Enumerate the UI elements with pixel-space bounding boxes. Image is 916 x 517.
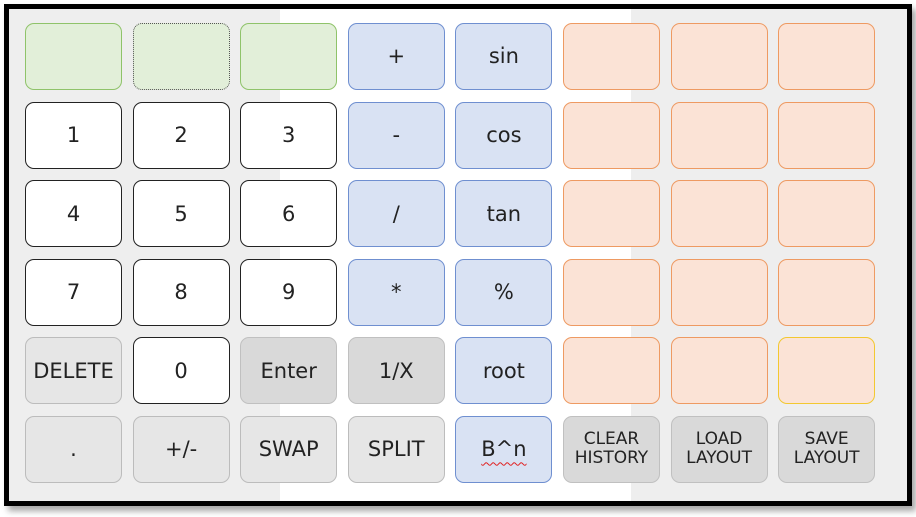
empty-orange-key-3[interactable] xyxy=(778,23,876,90)
minus-button[interactable]: - xyxy=(347,101,445,169)
empty-orange-key-2[interactable] xyxy=(670,23,768,90)
percent-button[interactable]: % xyxy=(455,258,553,326)
save-layout-label-line1: SAVE xyxy=(804,428,849,449)
empty-green-key-2[interactable] xyxy=(132,23,230,90)
save-layout-label-line2: LAYOUT xyxy=(793,448,860,469)
empty-orange-key-11[interactable] xyxy=(670,258,768,326)
empty-orange-key-10[interactable] xyxy=(562,258,660,326)
decimal-point-button[interactable]: . xyxy=(25,415,122,483)
reciprocal-button[interactable]: 1/X xyxy=(347,337,445,405)
empty-green-key-3[interactable] xyxy=(240,23,338,90)
empty-orange-key-6[interactable] xyxy=(778,101,876,169)
digit-8-button[interactable]: 8 xyxy=(132,258,230,326)
digit-1-button[interactable]: 1 xyxy=(25,101,122,169)
swap-button[interactable]: SWAP xyxy=(240,415,338,483)
empty-orange-key-1[interactable] xyxy=(562,23,660,90)
enter-button[interactable]: Enter xyxy=(240,337,338,405)
load-layout-label-line2: LAYOUT xyxy=(686,448,752,469)
plus-button[interactable]: + xyxy=(347,23,445,90)
empty-orange-key-14[interactable] xyxy=(670,337,768,405)
tan-button[interactable]: tan xyxy=(455,180,553,248)
empty-green-key-1[interactable] xyxy=(25,23,122,90)
empty-orange-key-9[interactable] xyxy=(778,180,876,248)
clear-history-label-line2: HISTORY xyxy=(574,448,649,469)
clear-history-button[interactable]: CLEAR HISTORY xyxy=(562,415,660,483)
empty-orange-key-5[interactable] xyxy=(670,101,768,169)
negate-button[interactable]: +/- xyxy=(132,415,230,483)
cos-button[interactable]: cos xyxy=(455,101,553,169)
digit-2-button[interactable]: 2 xyxy=(132,101,230,169)
save-layout-button[interactable]: SAVE LAYOUT xyxy=(778,415,876,483)
empty-orange-key-4[interactable] xyxy=(562,101,660,169)
split-button[interactable]: SPLIT xyxy=(347,415,445,483)
digit-7-button[interactable]: 7 xyxy=(25,258,122,326)
digit-4-button[interactable]: 4 xyxy=(25,180,122,248)
digit-0-button[interactable]: 0 xyxy=(132,337,230,405)
power-button[interactable]: B^n xyxy=(455,415,553,483)
divide-button[interactable]: / xyxy=(347,180,445,248)
digit-6-button[interactable]: 6 xyxy=(240,180,338,248)
load-layout-label-line1: LOAD xyxy=(695,428,743,449)
root-button[interactable]: root xyxy=(455,337,553,405)
empty-orange-key-13[interactable] xyxy=(562,337,660,405)
calculator-keypad: + sin 1 2 3 - cos 4 5 6 / tan 7 8 9 * % … xyxy=(25,23,876,483)
empty-orange-key-8[interactable] xyxy=(670,180,768,248)
empty-orange-key-15[interactable] xyxy=(778,337,876,405)
clear-history-label-line1: CLEAR xyxy=(583,428,640,449)
sin-button[interactable]: sin xyxy=(455,23,553,90)
delete-button[interactable]: DELETE xyxy=(25,337,122,405)
empty-orange-key-7[interactable] xyxy=(562,180,660,248)
empty-orange-key-12[interactable] xyxy=(778,258,876,326)
digit-5-button[interactable]: 5 xyxy=(132,180,230,248)
calculator-window: + sin 1 2 3 - cos 4 5 6 / tan 7 8 9 * % … xyxy=(4,4,912,506)
load-layout-button[interactable]: LOAD LAYOUT xyxy=(670,415,768,483)
multiply-button[interactable]: * xyxy=(347,258,445,326)
digit-3-button[interactable]: 3 xyxy=(240,101,338,169)
power-button-label: B^n xyxy=(481,437,527,462)
digit-9-button[interactable]: 9 xyxy=(240,258,338,326)
